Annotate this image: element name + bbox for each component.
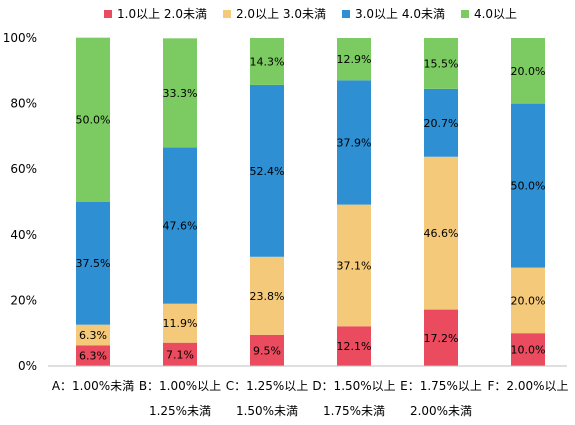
- data-label: 20.0%: [511, 294, 546, 307]
- x-tick-label-line2: 1.75%未満: [323, 404, 385, 418]
- x-tick-label-line2: 2.00%未満: [410, 404, 472, 418]
- data-label: 52.4%: [250, 165, 285, 178]
- data-label: 20.0%: [511, 65, 546, 78]
- data-label: 46.6%: [424, 227, 459, 240]
- data-label: 50.0%: [76, 114, 111, 127]
- y-tick-label: 60%: [10, 162, 37, 176]
- data-label: 6.3%: [79, 350, 107, 363]
- data-label: 37.9%: [337, 136, 372, 149]
- data-label: 12.9%: [337, 53, 372, 66]
- x-tick-label: B：1.00%以上: [139, 379, 221, 393]
- y-tick-label: 0%: [18, 359, 37, 373]
- x-tick-label: F：2.00%以上: [487, 379, 568, 393]
- y-tick-label: 20%: [10, 293, 37, 307]
- data-label: 7.1%: [166, 348, 194, 361]
- data-label: 17.2%: [424, 332, 459, 345]
- data-label: 6.3%: [79, 329, 107, 342]
- data-label: 15.5%: [424, 57, 459, 70]
- x-tick-label: C：1.25%以上: [226, 379, 309, 393]
- x-tick-label: A：1.00%未満: [52, 379, 134, 393]
- data-label: 50.0%: [511, 180, 546, 193]
- data-label: 37.1%: [337, 259, 372, 272]
- y-tick-label: 80%: [10, 97, 37, 111]
- data-label: 37.5%: [76, 257, 111, 270]
- data-label: 9.5%: [253, 344, 281, 357]
- data-label: 33.3%: [163, 87, 198, 100]
- x-tick-label-line2: 1.25%未満: [149, 404, 211, 418]
- y-tick-label: 100%: [3, 31, 37, 45]
- data-label: 20.7%: [424, 117, 459, 130]
- data-label: 11.9%: [163, 317, 198, 330]
- data-label: 14.3%: [250, 55, 285, 68]
- x-tick-label: D：1.50%以上: [312, 379, 395, 393]
- x-tick-label: E：1.75%以上: [400, 379, 482, 393]
- x-tick-label-line2: 1.50%未満: [236, 404, 298, 418]
- data-label: 47.6%: [163, 220, 198, 233]
- data-label: 23.8%: [250, 290, 285, 303]
- data-label: 12.1%: [337, 340, 372, 353]
- y-tick-label: 40%: [10, 228, 37, 242]
- data-label: 10.0%: [511, 344, 546, 357]
